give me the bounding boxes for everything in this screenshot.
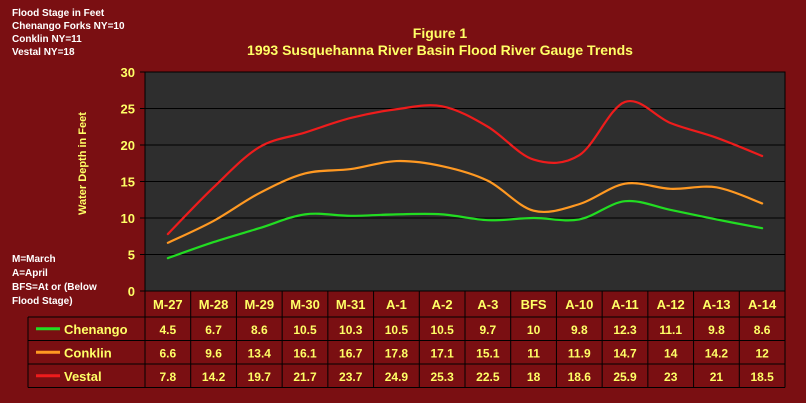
legend-label: Conklin xyxy=(64,345,112,360)
data-label: 9.7 xyxy=(480,323,497,337)
data-label: 18.5 xyxy=(750,370,774,384)
data-table: M-27 M-28 M-29 M-30 M-31 A-1 A-2 A-3 BFS A-10 A-11… xyxy=(27,290,786,388)
data-label: 4.5 xyxy=(160,323,177,337)
chart-title: Figure 1 xyxy=(413,25,468,41)
data-label: 6.6 xyxy=(160,346,177,360)
series-line-chenango xyxy=(166,199,764,260)
legend-label: Vestal xyxy=(64,369,102,384)
x-tick-label: M-29 xyxy=(244,297,274,312)
y-axis-label: Water Depth in Feet xyxy=(77,112,89,215)
y-tick-label: 0 xyxy=(128,284,135,299)
data-label: 11 xyxy=(527,346,540,360)
data-label: 9.8 xyxy=(571,323,588,337)
data-label: 23.7 xyxy=(339,370,363,384)
y-tick-label: 20 xyxy=(121,138,135,153)
x-tick-label: A-3 xyxy=(477,297,498,312)
y-tick-label: 15 xyxy=(121,175,135,190)
data-label: 6.7 xyxy=(205,323,222,337)
data-label: 9.8 xyxy=(708,323,725,337)
data-label: 16.1 xyxy=(293,346,317,360)
data-label: 17.1 xyxy=(430,346,454,360)
note-line: Chenango Forks NY=10 xyxy=(12,21,125,32)
abbreviation-notes: M=March A=April BFS=At or (Below Flood Stag… xyxy=(12,254,97,307)
series-lines xyxy=(166,99,764,260)
data-label: 22.5 xyxy=(476,370,500,384)
note-line: A=April xyxy=(12,268,48,279)
data-label: 17.8 xyxy=(385,346,409,360)
data-label: 10.5 xyxy=(293,323,317,337)
data-label: 24.9 xyxy=(385,370,409,384)
series-line-vestal xyxy=(166,99,764,236)
flood-stage-notes: Flood Stage in Feet Chenango Forks NY=10 C… xyxy=(12,8,125,58)
data-label: 11.1 xyxy=(659,323,682,337)
data-label: 15.1 xyxy=(476,346,500,360)
note-line: Conklin NY=11 xyxy=(12,34,82,45)
data-label: 7.8 xyxy=(160,370,177,384)
x-tick-label: M-31 xyxy=(336,297,366,312)
y-tick-label: 30 xyxy=(121,65,135,80)
series-line-conklin xyxy=(166,159,764,244)
x-tick-label: A-10 xyxy=(565,297,593,312)
data-label: 10.3 xyxy=(339,323,363,337)
data-label: 10.5 xyxy=(430,323,454,337)
x-tick-label: A-14 xyxy=(748,297,777,312)
note-line: Flood Stage) xyxy=(12,296,73,307)
data-label: 14.2 xyxy=(705,346,729,360)
y-axis-ticks: 0 5 10 15 20 25 30 xyxy=(121,65,145,299)
x-tick-label: M-27 xyxy=(153,297,183,312)
data-label: 16.7 xyxy=(339,346,363,360)
data-label: 8.6 xyxy=(251,323,268,337)
legend-label: Chenango xyxy=(64,322,128,337)
data-label: 12 xyxy=(755,346,769,360)
data-label: 10 xyxy=(527,323,541,337)
data-label: 14.2 xyxy=(202,370,226,384)
x-tick-label: M-30 xyxy=(290,297,320,312)
gridlines xyxy=(145,108,785,255)
data-label: 25.9 xyxy=(613,370,637,384)
x-tick-label: A-12 xyxy=(657,297,685,312)
data-label: 21.7 xyxy=(293,370,317,384)
data-label: 21 xyxy=(710,370,724,384)
y-tick-label: 10 xyxy=(121,211,135,226)
note-line: M=March xyxy=(12,254,56,265)
x-tick-label: A-11 xyxy=(611,297,638,312)
data-label: 14.7 xyxy=(613,346,637,360)
data-label: 25.3 xyxy=(430,370,454,384)
data-label: 12.3 xyxy=(613,323,637,337)
data-label: 9.6 xyxy=(205,346,222,360)
data-label: 13.4 xyxy=(248,346,272,360)
x-tick-label: A-2 xyxy=(432,297,453,312)
data-label: 14 xyxy=(664,346,678,360)
x-tick-label: BFS xyxy=(521,297,547,312)
data-label: 8.6 xyxy=(754,323,771,337)
data-label: 19.7 xyxy=(248,370,272,384)
chart-subtitle: 1993 Susquehanna River Basin Flood River… xyxy=(247,42,633,58)
data-label: 23 xyxy=(664,370,678,384)
y-tick-label: 25 xyxy=(121,102,135,117)
data-label: 18.6 xyxy=(568,370,592,384)
data-label: 18 xyxy=(527,370,541,384)
data-label: 11.9 xyxy=(568,346,591,360)
data-label: 10.5 xyxy=(385,323,409,337)
x-tick-label: A-13 xyxy=(702,297,730,312)
x-tick-label: A-1 xyxy=(386,297,407,312)
note-line: Flood Stage in Feet xyxy=(12,8,105,19)
note-line: BFS=At or (Below xyxy=(12,282,97,293)
y-tick-label: 5 xyxy=(128,248,135,263)
note-line: Vestal NY=18 xyxy=(12,47,75,58)
x-tick-label: M-28 xyxy=(199,297,229,312)
